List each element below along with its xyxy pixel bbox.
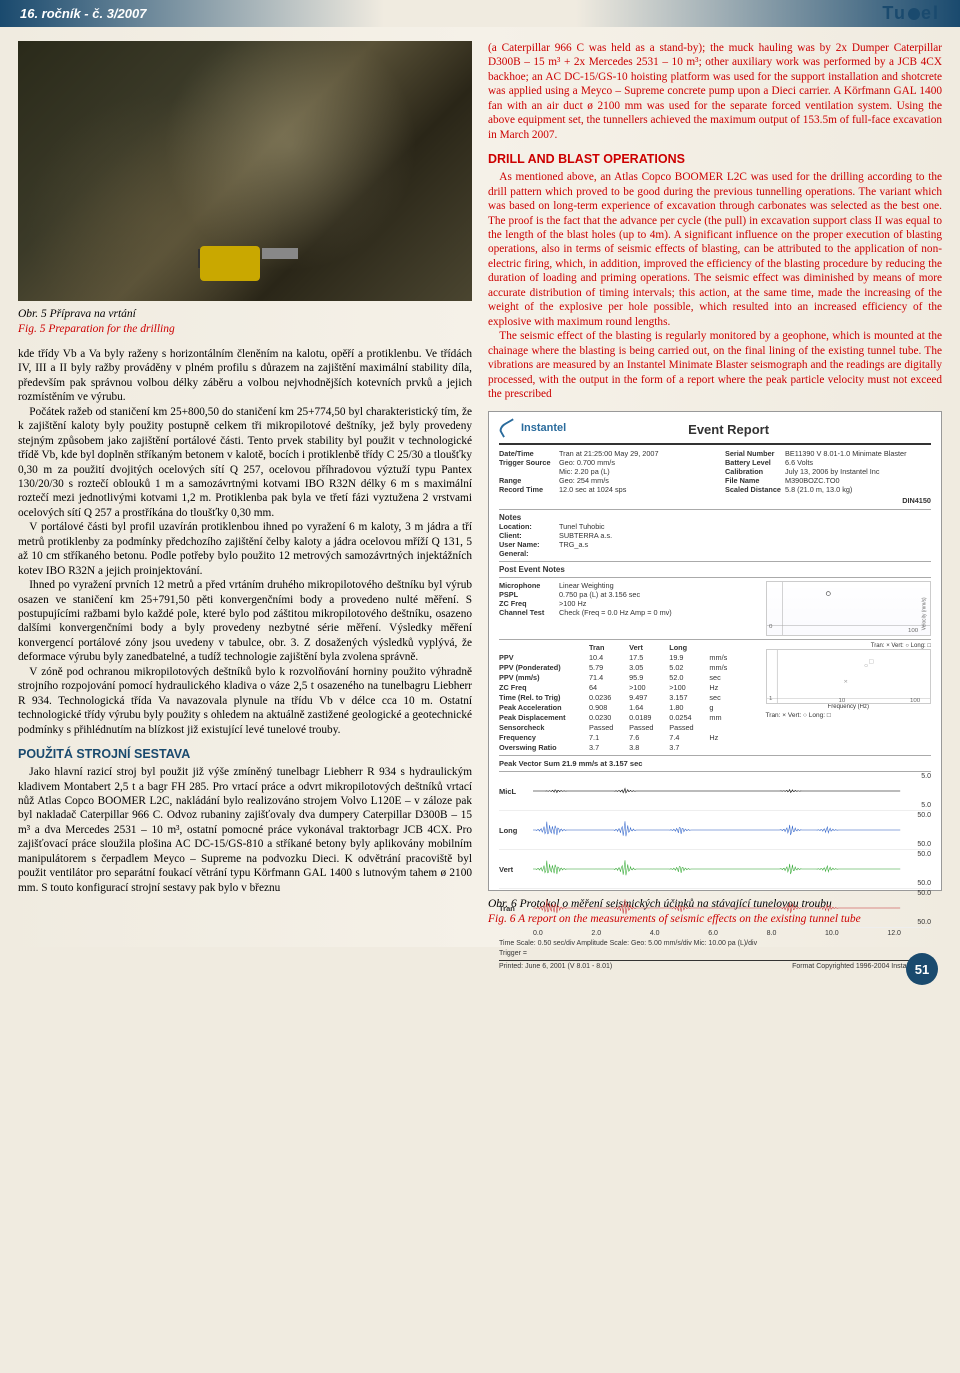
svg-text:Velocity (mm/s): Velocity (mm/s) (921, 597, 927, 630)
notes-location: Tunel Tuhobic (559, 522, 931, 531)
chart-meta: Date/TimeTran at 21:25:00 May 29, 2007Tr… (499, 443, 931, 510)
footer-date: Printed: June 6, 2001 (V 8.01 - 8.01) (499, 963, 612, 970)
mic-psl: 0.750 pa (L) at 3.156 sec (559, 590, 750, 599)
chart-meta-right: Serial NumberBE11390 V 8.01-1.0 Minimate… (725, 449, 931, 494)
chart-footer-3: Printed: June 6, 2001 (V 8.01 - 8.01) Fo… (499, 960, 931, 970)
waveform-section: MicL5.05.0Long50.050.0Vert50.050.0Tran50… (499, 772, 931, 928)
notes-client: SUBTERRA a.s. (559, 531, 931, 540)
footer-trigger: Trigger = (499, 950, 527, 957)
time-axis: 0.02.04.06.08.010.012.0 (499, 930, 931, 937)
chart-ppv-section: TranVertLongPPV10.417.519.9mm/sPPV (Pond… (499, 640, 931, 756)
svg-text:×: × (843, 679, 847, 686)
ppv-legend-2: Tran: × Vert: ○ Long: □ (766, 712, 931, 719)
figure-5-caption: Obr. 5 Příprava na vrtání Fig. 5 Prepara… (18, 307, 472, 337)
chart-meta-left: Date/TimeTran at 21:25:00 May 29, 2007Tr… (499, 449, 705, 505)
mic-zc: >100 Hz (559, 599, 750, 608)
din-label: DIN4150 (725, 496, 931, 505)
mic-weighting: Linear Weighting (559, 581, 750, 590)
page-number: 51 (906, 953, 938, 985)
left-p2: Počátek ražeb od staničení km 25+800,50 … (18, 405, 472, 521)
left-column: Obr. 5 Příprava na vrtání Fig. 5 Prepara… (18, 41, 472, 937)
fig5-en: Fig. 5 Preparation for the drilling (18, 323, 175, 335)
left-p3: V portálové části byl profil uzavírán pr… (18, 520, 472, 578)
notes-user: TRG_a.s (559, 540, 931, 549)
mic-ct: Check (Freq = 0.0 Hz Amp = 0 mv) (559, 608, 750, 617)
post-event-notes: Post Event Notes (499, 562, 931, 578)
chart-brand-text: Instantel (521, 422, 566, 434)
svg-text:10: 10 (838, 699, 846, 704)
mic-graph: 0 100 Velocity (mm/s) (766, 581, 931, 636)
chart-title: Event Report (688, 422, 769, 437)
chart-notes: Notes Location:Tunel Tuhobic Client:SUBT… (499, 510, 931, 562)
notes-general (559, 549, 931, 558)
svg-text:□: □ (869, 659, 874, 666)
svg-text:100: 100 (910, 699, 921, 704)
content-columns: Obr. 5 Příprava na vrtání Fig. 5 Prepara… (0, 27, 960, 947)
peak-vector-sum: Peak Vector Sum 21.9 mm/s at 3.157 sec (499, 756, 931, 772)
left-p6: Jako hlavní razicí stroj byl použit již … (18, 765, 472, 895)
right-column: (a Caterpillar 966 C was held as a stand… (488, 41, 942, 937)
left-p1: kde třídy Vb a Va byly raženy s horizont… (18, 347, 472, 405)
footer-scale: Time Scale: 0.50 sec/div Amplitude Scale… (499, 940, 757, 947)
svg-text:1: 1 (769, 697, 773, 703)
chart-meta-right-wrap: Serial NumberBE11390 V 8.01-1.0 Minimate… (725, 449, 931, 505)
chart-footer-2: Trigger = (499, 950, 931, 957)
chart-mic-section: MicrophoneLinear Weighting PSPL0.750 pa … (499, 578, 931, 640)
section-equipment-heading: POUŽITÁ STROJNÍ SESTAVA (18, 747, 472, 761)
chart-header: Instantel Event Report (499, 422, 931, 437)
page-header: 16. ročník - č. 3/2007 Tuel (0, 0, 960, 27)
right-p2: As mentioned above, an Atlas Copco BOOME… (488, 170, 942, 329)
svg-text:100: 100 (908, 629, 919, 635)
issue-label: 16. ročník - č. 3/2007 (20, 6, 146, 21)
post-notes-title: Post Event Notes (499, 565, 931, 574)
chart-brand: Instantel (499, 422, 566, 434)
ppv-table: TranVertLongPPV10.417.519.9mm/sPPV (Pond… (499, 643, 750, 752)
chart-footer-1: Time Scale: 0.50 sec/div Amplitude Scale… (499, 940, 931, 947)
left-p4: Ihned po vyražení prvních 12 metrů a pře… (18, 578, 472, 665)
svg-text:○: ○ (864, 663, 868, 670)
ppv-graph: Tran: × Vert: ○ Long: □ × ○ □ 1 10 100 (766, 643, 931, 752)
right-p3: The seismic effect of the blasting is re… (488, 329, 942, 401)
figure-5-photo (18, 41, 472, 301)
left-p5: V zóně pod ochranou mikropilotových dešt… (18, 665, 472, 737)
journal-name: Tuel (882, 3, 940, 24)
event-report-chart: Instantel Event Report Date/TimeTran at … (488, 411, 942, 891)
right-p1: (a Caterpillar 966 C was held as a stand… (488, 41, 942, 142)
fig5-cz: Obr. 5 Příprava na vrtání (18, 308, 136, 320)
section-drill-heading: DRILL AND BLAST OPERATIONS (488, 152, 942, 166)
